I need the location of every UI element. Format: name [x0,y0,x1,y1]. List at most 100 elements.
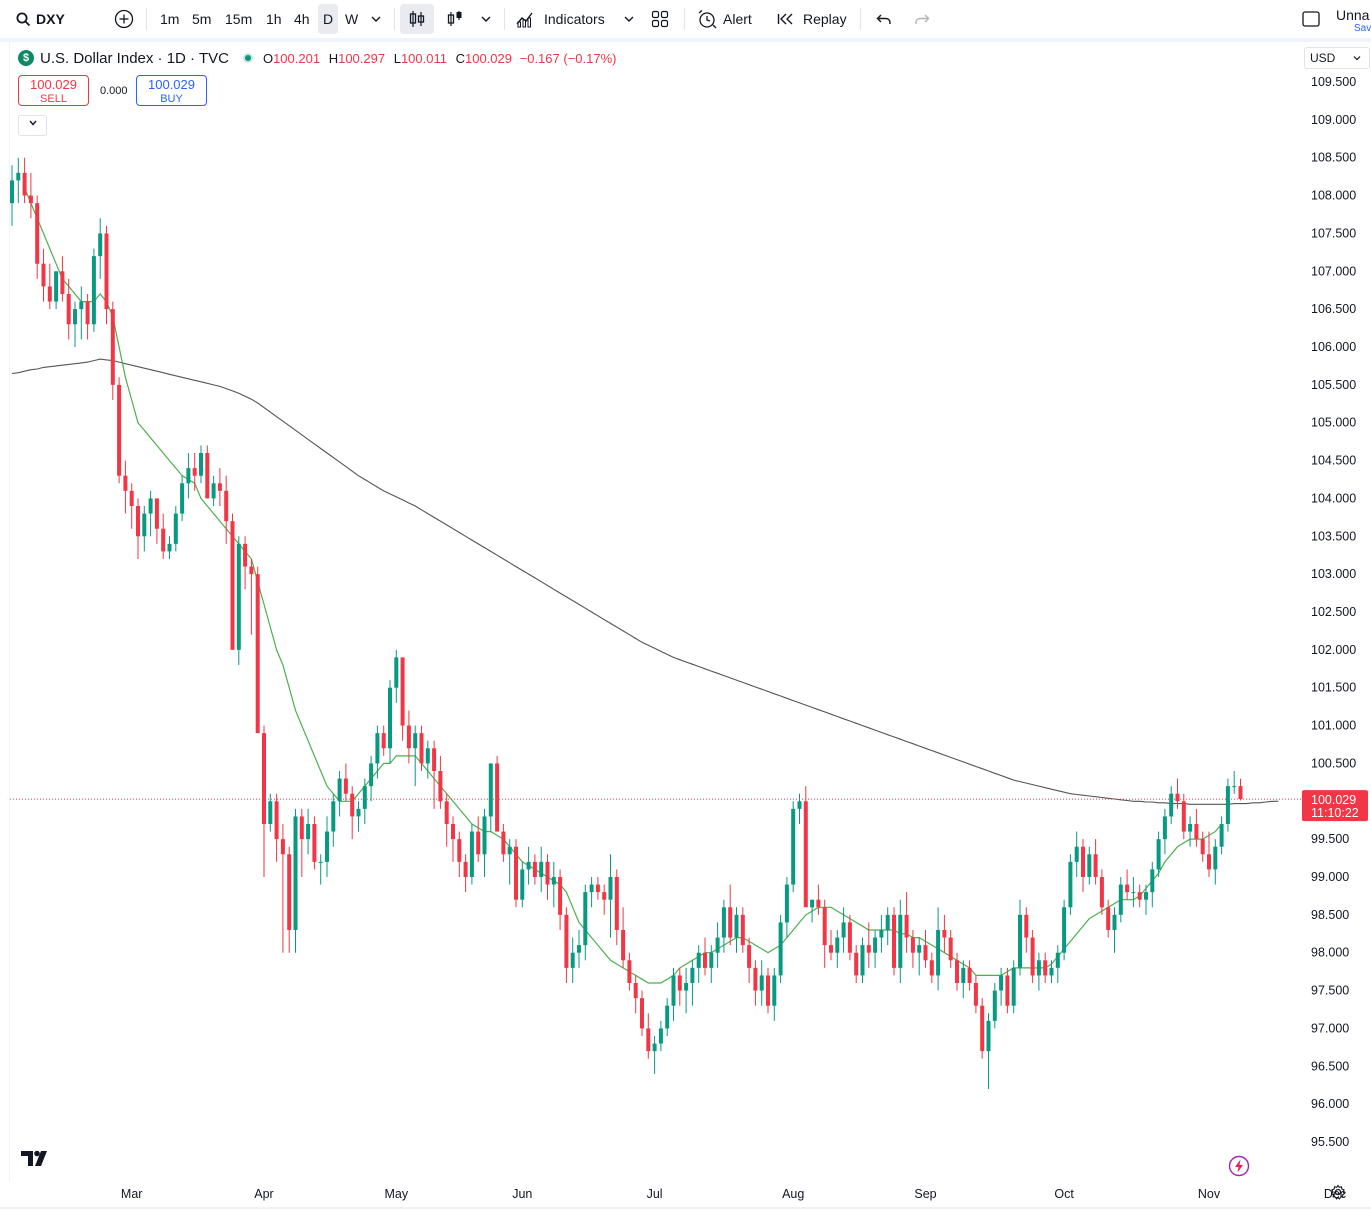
indicators-dropdown[interactable] [623,0,635,38]
candle [797,793,802,824]
market-open-icon [242,53,253,63]
y-tick-label: 95.500 [1311,1135,1349,1149]
candle [325,816,329,877]
price-axis[interactable] [1302,42,1371,1180]
candle [406,710,411,764]
candle [161,513,166,559]
candle [980,998,985,1059]
timeframe-4h[interactable]: 4h [294,0,310,38]
y-tick-label: 101.500 [1311,681,1356,695]
candle [501,824,506,862]
candle [1055,945,1060,983]
candle [1068,854,1073,915]
sell-button[interactable]: 100.029 SELL [18,75,89,106]
bar-chart-style-icon [447,11,462,26]
candle [400,657,405,741]
timeframe-5m[interactable]: 5m [192,0,211,38]
collapse-legend-button[interactable] [18,115,47,136]
replay-button[interactable]: Replay [777,0,847,38]
compare-symbol-button[interactable] [114,0,134,38]
timeframe-1h[interactable]: 1h [266,0,282,38]
indicators-icon [516,12,533,28]
candle [646,1013,651,1059]
y-tick-label: 104.000 [1311,491,1356,505]
layout-name[interactable]: Unna [1336,7,1370,23]
candle [312,816,317,870]
candle [123,460,128,514]
bars-style-button[interactable] [446,0,464,38]
candle [1188,816,1193,847]
high-value: 100.297 [338,50,386,66]
buy-button[interactable]: 100.029 BUY [136,75,207,106]
candle [262,725,266,877]
candle [703,937,707,976]
alert-button[interactable]: Alert [697,0,752,38]
y-tick-label: 102.500 [1311,605,1356,619]
candle [507,839,512,885]
undo-button[interactable] [876,0,892,38]
grid-icon [651,10,669,28]
time-axis[interactable] [0,1180,1371,1211]
symbol-search-button[interactable]: DXY [16,0,65,38]
gear-icon[interactable] [1330,1184,1346,1205]
timeframe-15m[interactable]: 15m [225,0,252,38]
spread-value: 0.000 [100,85,128,97]
y-tick-label: 107.500 [1311,226,1356,240]
candle [665,998,670,1036]
candle [154,498,159,544]
layout-templates-button[interactable] [651,0,669,38]
candle [1200,831,1205,862]
chevron-down-icon [481,16,491,22]
candle [967,960,972,991]
candle [520,861,525,908]
redo-button[interactable] [914,0,930,38]
candle [917,937,922,976]
ma20-line [24,187,1223,984]
timeframe-w[interactable]: W [345,0,358,38]
fullscreen-toggle[interactable] [1302,0,1320,38]
candle [715,922,720,968]
candle [627,952,632,991]
chevron-down-icon [28,120,37,126]
indicators-button[interactable]: Indicators [516,0,605,38]
candle [608,854,613,938]
candle [621,907,626,968]
timeframe-label: 15m [225,11,253,27]
chart-style-dropdown[interactable] [480,0,492,38]
timeframe-label: 1m [160,11,180,27]
candle [1238,778,1243,801]
candle [318,854,323,885]
candle [1087,846,1092,885]
y-tick-label: 105.500 [1311,378,1356,392]
candle [948,930,953,968]
lightning-icon[interactable] [1228,1155,1250,1177]
candle [816,884,821,915]
candle [904,892,909,953]
y-tick-label: 99.500 [1311,832,1349,846]
candle [488,763,493,832]
candle [280,824,285,953]
legend-title[interactable]: U.S. Dollar Index · 1D · TVC [40,49,229,67]
y-tick-label: 103.000 [1311,567,1356,581]
x-tick-label: Oct [1054,1187,1074,1201]
redo-icon [915,14,930,24]
candle [1162,808,1167,855]
candle [91,248,96,332]
candle [1106,899,1111,938]
candle [1232,771,1237,794]
candles-style-button[interactable] [400,4,434,34]
top-toolbar: DXY 1m 5m 15m 1h 4h D W Indicators Alert… [0,0,1371,39]
timeframe-d[interactable]: D [318,4,339,34]
candle [595,877,600,900]
x-tick-label: Apr [254,1187,273,1201]
timeframe-dropdown[interactable] [370,0,382,38]
candle [186,453,191,499]
plus-circle-icon [114,9,134,29]
currency-selector[interactable]: USD [1304,47,1370,69]
candle [287,846,292,953]
timeframe-1m[interactable]: 1m [160,0,179,38]
candle [759,960,764,1006]
candle [1036,952,1041,991]
